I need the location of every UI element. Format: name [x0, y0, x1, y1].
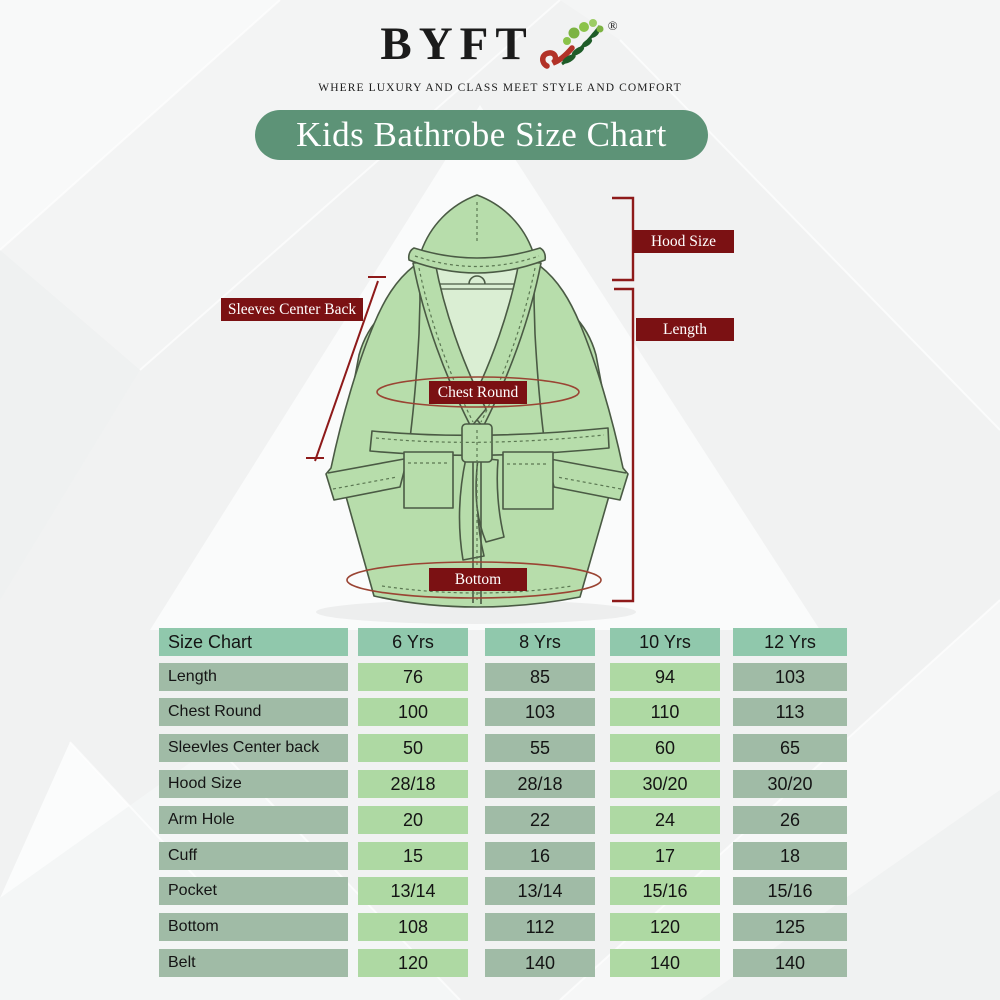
sleeve-measure-line — [314, 280, 379, 462]
cell-value: 140 — [733, 949, 847, 977]
cell-value: 65 — [733, 734, 847, 762]
cell-value: 26 — [733, 806, 847, 834]
column-header: 6 Yrs — [358, 628, 468, 656]
hood-size-label: Hood Size — [633, 230, 734, 253]
row-label: Cuff — [159, 842, 348, 870]
cell-value: 13/14 — [485, 877, 595, 905]
cell-value: 28/18 — [485, 770, 595, 798]
brand-name: BYFT — [380, 18, 534, 70]
sleeves-center-back-label: Sleeves Center Back — [221, 298, 363, 321]
table-row: Length 76 85 94 103 — [159, 663, 849, 691]
cell-value: 60 — [610, 734, 720, 762]
table-row: Cuff 15 16 17 18 — [159, 842, 849, 870]
size-table: Size Chart 6 Yrs 8 Yrs 10 Yrs 12 Yrs Len… — [159, 628, 849, 980]
cell-value: 113 — [733, 698, 847, 726]
cell-value: 120 — [358, 949, 468, 977]
cell-value: 30/20 — [610, 770, 720, 798]
row-label: Length — [159, 663, 348, 691]
cell-value: 30/20 — [733, 770, 847, 798]
row-label: Bottom — [159, 913, 348, 941]
cell-value: 22 — [485, 806, 595, 834]
table-row: Bottom 108 112 120 125 — [159, 913, 849, 941]
cell-value: 15 — [358, 842, 468, 870]
cell-value: 17 — [610, 842, 720, 870]
table-row: Belt 120 140 140 140 — [159, 949, 849, 977]
cell-value: 94 — [610, 663, 720, 691]
cell-value: 140 — [485, 949, 595, 977]
cell-value: 28/18 — [358, 770, 468, 798]
column-header: 10 Yrs — [610, 628, 720, 656]
cell-value: 85 — [485, 663, 595, 691]
cell-value: 15/16 — [610, 877, 720, 905]
chest-round-label: Chest Round — [429, 381, 527, 404]
cell-value: 112 — [485, 913, 595, 941]
row-label: Hood Size — [159, 770, 348, 798]
cell-value: 120 — [610, 913, 720, 941]
title-banner: Kids Bathrobe Size Chart — [255, 110, 708, 160]
row-label: Sleevles Center back — [159, 734, 348, 762]
column-header: 12 Yrs — [733, 628, 847, 656]
registered-mark: ® — [607, 18, 618, 33]
brand-logo: BYFT ® — [0, 16, 1000, 79]
cell-value: 100 — [358, 698, 468, 726]
length-label: Length — [636, 318, 734, 341]
cell-value: 20 — [358, 806, 468, 834]
table-row: Arm Hole 20 22 24 26 — [159, 806, 849, 834]
table-row: Pocket 13/14 13/14 15/16 15/16 — [159, 877, 849, 905]
bottom-label: Bottom — [429, 568, 527, 591]
table-row: Hood Size 28/18 28/18 30/20 30/20 — [159, 770, 849, 798]
hood-size-bracket — [612, 196, 635, 282]
row-label: Arm Hole — [159, 806, 348, 834]
brand-tagline: WHERE LUXURY AND CLASS MEET STYLE AND CO… — [318, 82, 682, 94]
cell-value: 110 — [610, 698, 720, 726]
page-title: Kids Bathrobe Size Chart — [296, 115, 667, 154]
cell-value: 24 — [610, 806, 720, 834]
chest-ellipse — [376, 376, 580, 408]
cell-value: 55 — [485, 734, 595, 762]
cell-value: 103 — [733, 663, 847, 691]
cell-value: 125 — [733, 913, 847, 941]
cell-value: 140 — [610, 949, 720, 977]
row-label: Pocket — [159, 877, 348, 905]
cell-value: 15/16 — [733, 877, 847, 905]
column-header: 8 Yrs — [485, 628, 595, 656]
table-header-row: Size Chart 6 Yrs 8 Yrs 10 Yrs 12 Yrs — [159, 628, 849, 656]
cell-value: 103 — [485, 698, 595, 726]
cell-value: 76 — [358, 663, 468, 691]
row-label: Belt — [159, 949, 348, 977]
bottom-ellipse — [346, 561, 602, 599]
table-row: Sleevles Center back 50 55 60 65 — [159, 734, 849, 762]
row-label: Chest Round — [159, 698, 348, 726]
column-header: Size Chart — [159, 628, 348, 656]
brand-leaf-icon — [539, 18, 610, 79]
cell-value: 13/14 — [358, 877, 468, 905]
length-bracket — [612, 287, 635, 603]
cell-value: 50 — [358, 734, 468, 762]
cell-value: 18 — [733, 842, 847, 870]
table-row: Chest Round 100 103 110 113 — [159, 698, 849, 726]
cell-value: 108 — [358, 913, 468, 941]
cell-value: 16 — [485, 842, 595, 870]
